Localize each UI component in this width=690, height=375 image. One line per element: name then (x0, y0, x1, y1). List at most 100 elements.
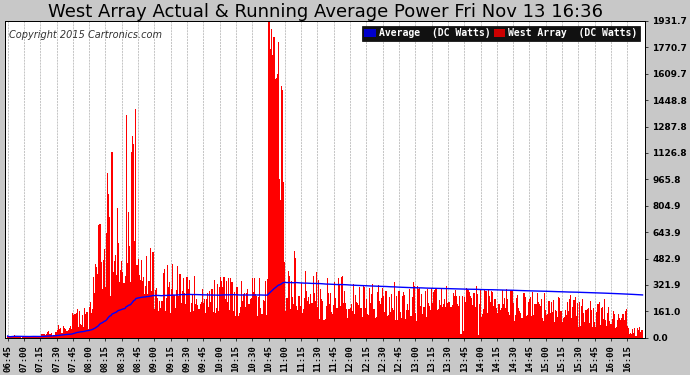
Bar (245, 307, 246, 338)
Bar (46, 334, 48, 338)
Bar (497, 313, 498, 338)
Bar (258, 297, 259, 338)
Bar (534, 304, 535, 338)
Bar (252, 278, 253, 338)
Bar (99, 224, 101, 338)
Bar (283, 182, 284, 338)
Bar (165, 311, 166, 338)
Bar (393, 310, 394, 338)
Bar (137, 260, 139, 338)
Bar (239, 307, 241, 338)
Bar (473, 293, 475, 338)
Bar (228, 278, 229, 338)
Bar (432, 303, 433, 338)
Bar (42, 334, 43, 338)
Bar (437, 309, 439, 338)
Bar (342, 276, 343, 338)
Bar (73, 315, 75, 338)
Bar (180, 274, 181, 338)
Bar (354, 314, 355, 338)
Bar (586, 309, 588, 338)
Bar (621, 318, 622, 338)
Bar (160, 308, 161, 338)
Bar (415, 313, 416, 338)
Bar (293, 303, 294, 338)
Bar (452, 305, 453, 338)
Bar (71, 329, 72, 338)
Bar (633, 333, 634, 338)
Bar (115, 255, 116, 338)
Bar (246, 293, 247, 338)
Bar (76, 313, 77, 338)
Bar (554, 322, 555, 338)
Bar (104, 249, 105, 338)
Bar (195, 304, 196, 338)
Bar (429, 306, 430, 338)
Bar (97, 274, 99, 338)
Bar (584, 322, 585, 338)
Bar (562, 318, 564, 338)
Bar (433, 292, 434, 338)
Bar (256, 296, 257, 338)
Bar (302, 313, 303, 338)
Bar (270, 49, 271, 338)
Bar (235, 316, 237, 338)
Bar (582, 298, 583, 338)
Bar (181, 303, 182, 338)
Bar (462, 331, 464, 338)
Bar (346, 309, 347, 338)
Bar (166, 298, 167, 338)
Bar (518, 308, 519, 338)
Bar (72, 313, 73, 338)
Bar (495, 299, 496, 338)
Bar (184, 293, 186, 338)
Bar (424, 291, 426, 338)
Bar (296, 306, 297, 338)
Bar (301, 283, 302, 338)
Bar (345, 303, 346, 338)
Bar (519, 310, 520, 338)
Bar (365, 308, 366, 338)
Bar (250, 298, 252, 338)
Bar (78, 327, 79, 338)
Bar (377, 292, 378, 338)
Bar (39, 336, 40, 338)
Bar (186, 277, 188, 338)
Bar (551, 302, 552, 338)
Bar (458, 306, 460, 338)
Bar (262, 314, 263, 338)
Bar (266, 315, 267, 338)
Bar (96, 267, 97, 338)
Bar (20, 337, 21, 338)
Bar (9, 337, 10, 338)
Bar (232, 282, 233, 338)
Bar (353, 284, 354, 338)
Bar (631, 334, 632, 338)
Bar (585, 310, 586, 338)
Bar (108, 194, 109, 338)
Bar (444, 299, 445, 338)
Bar (350, 308, 351, 338)
Bar (23, 336, 24, 338)
Bar (466, 288, 467, 338)
Bar (56, 332, 57, 338)
Bar (456, 296, 457, 338)
Bar (529, 299, 530, 338)
Bar (359, 287, 360, 338)
Bar (268, 21, 269, 338)
Bar (120, 270, 121, 338)
Bar (286, 298, 288, 338)
Bar (158, 311, 159, 338)
Legend: Average  (DC Watts), West Array  (DC Watts): Average (DC Watts), West Array (DC Watts… (362, 26, 640, 40)
Bar (362, 285, 364, 338)
Bar (122, 272, 124, 338)
Bar (526, 315, 528, 338)
Bar (604, 299, 605, 338)
Bar (400, 312, 401, 338)
Bar (398, 291, 400, 338)
Bar (492, 292, 493, 338)
Bar (81, 325, 82, 338)
Bar (386, 316, 388, 338)
Bar (617, 320, 618, 338)
Bar (105, 287, 106, 338)
